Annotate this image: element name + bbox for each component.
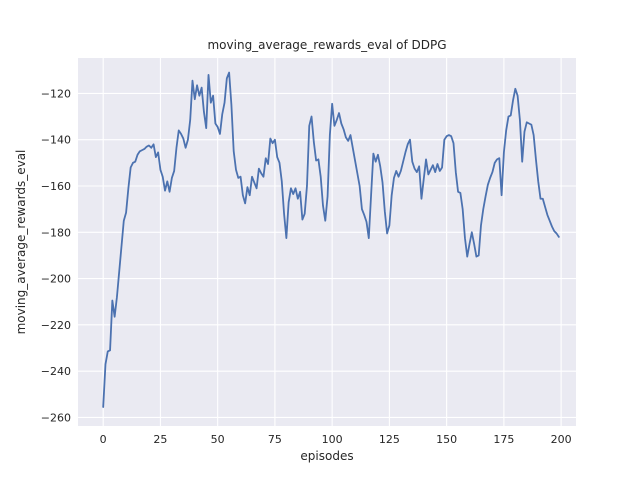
y-tick-label: −260 (41, 411, 71, 424)
x-tick-label: 175 (493, 433, 514, 446)
y-tick-label: −160 (41, 180, 71, 193)
y-tick-label: −180 (41, 226, 71, 239)
x-tick-label: 50 (211, 433, 225, 446)
x-tick-label: 125 (379, 433, 400, 446)
x-tick-label: 200 (551, 433, 572, 446)
x-tick-label: 150 (436, 433, 457, 446)
reward-line-series (102, 71, 560, 408)
y-tick-label: −200 (41, 273, 71, 286)
y-tick-label: −240 (41, 365, 71, 378)
x-tick-label: 25 (153, 433, 167, 446)
axes-background (78, 58, 576, 426)
chart-title: moving_average_rewards_eval of DDPG (207, 38, 447, 52)
y-tick-label: −220 (41, 319, 71, 332)
x-tick-label: 0 (100, 433, 107, 446)
y-axis-label: moving_average_rewards_eval (14, 149, 28, 335)
y-tick-label: −120 (41, 87, 71, 100)
x-tick-label: 75 (268, 433, 282, 446)
y-tick-label: −140 (41, 134, 71, 147)
x-tick-label: 100 (322, 433, 343, 446)
x-axis-label: episodes (300, 449, 354, 463)
